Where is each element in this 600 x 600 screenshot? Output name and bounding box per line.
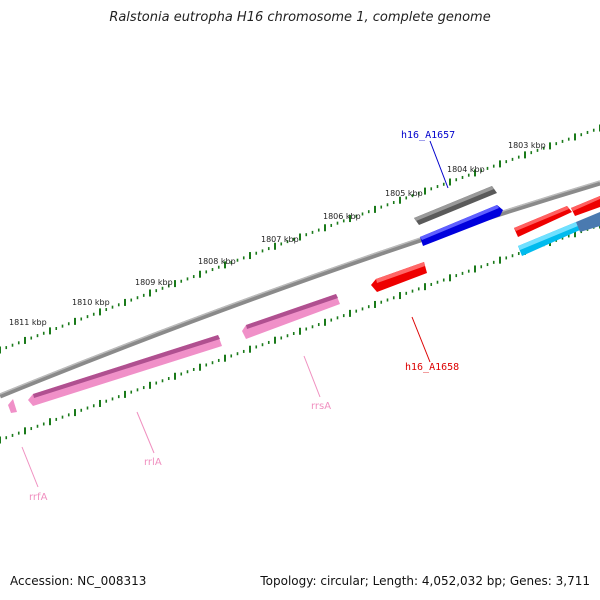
- callout-line-h16-A1657: [429, 140, 449, 189]
- gene-gray[interactable]: [414, 186, 497, 225]
- accession-text: Accession: NC_008313: [10, 574, 147, 588]
- gene-h16-A1658[interactable]: [371, 262, 427, 292]
- callout-line-rrsA: [303, 355, 321, 398]
- gene-label-h16-A1658: h16_A1658: [405, 362, 459, 373]
- gene-red-right-1[interactable]: [514, 206, 572, 237]
- gene-cyan[interactable]: [518, 222, 580, 256]
- gene-label-rrsA: rrsA: [311, 401, 331, 412]
- kbp-label-1803: 1803 kbp: [508, 141, 546, 150]
- gene-rrsA[interactable]: [242, 294, 340, 339]
- gene-label-rrfA: rrfA: [29, 492, 48, 503]
- kbp-label-1808: 1808 kbp: [198, 257, 236, 266]
- inner-tick-track: [0, 221, 600, 444]
- kbp-label-1809: 1809 kbp: [135, 278, 173, 287]
- gene-rrlA[interactable]: [28, 335, 222, 406]
- kbp-label-1810: 1810 kbp: [72, 298, 110, 307]
- outer-tick-track: [0, 124, 600, 354]
- gene-rrfA[interactable]: [8, 399, 17, 413]
- genome-summary-text: Topology: circular; Length: 4,052,032 bp…: [260, 574, 590, 588]
- gene-h16-A1657[interactable]: [420, 205, 503, 246]
- callout-line-rrlA: [136, 411, 155, 454]
- map-title: Ralstonia eutropha H16 chromosome 1, com…: [109, 10, 491, 25]
- kbp-label-1805: 1805 kbp: [385, 189, 423, 198]
- callout-line-h16-A1658: [411, 316, 431, 363]
- callout-line-rrfA: [21, 446, 39, 488]
- gene-label-h16-A1657: h16_A1657: [401, 130, 455, 141]
- gene-steel[interactable]: [576, 212, 600, 232]
- kbp-label-1806: 1806 kbp: [323, 212, 361, 221]
- kbp-label-1807: 1807 kbp: [261, 235, 299, 244]
- gene-red-right-2[interactable]: [571, 196, 600, 216]
- genome-backbone: [0, 180, 600, 399]
- kbp-label-1804: 1804 kbp: [447, 165, 485, 174]
- genome-backbone-highlight: [0, 180, 600, 395]
- gene-label-rrlA: rrlA: [144, 457, 162, 468]
- kbp-label-1811: 1811 kbp: [9, 318, 47, 327]
